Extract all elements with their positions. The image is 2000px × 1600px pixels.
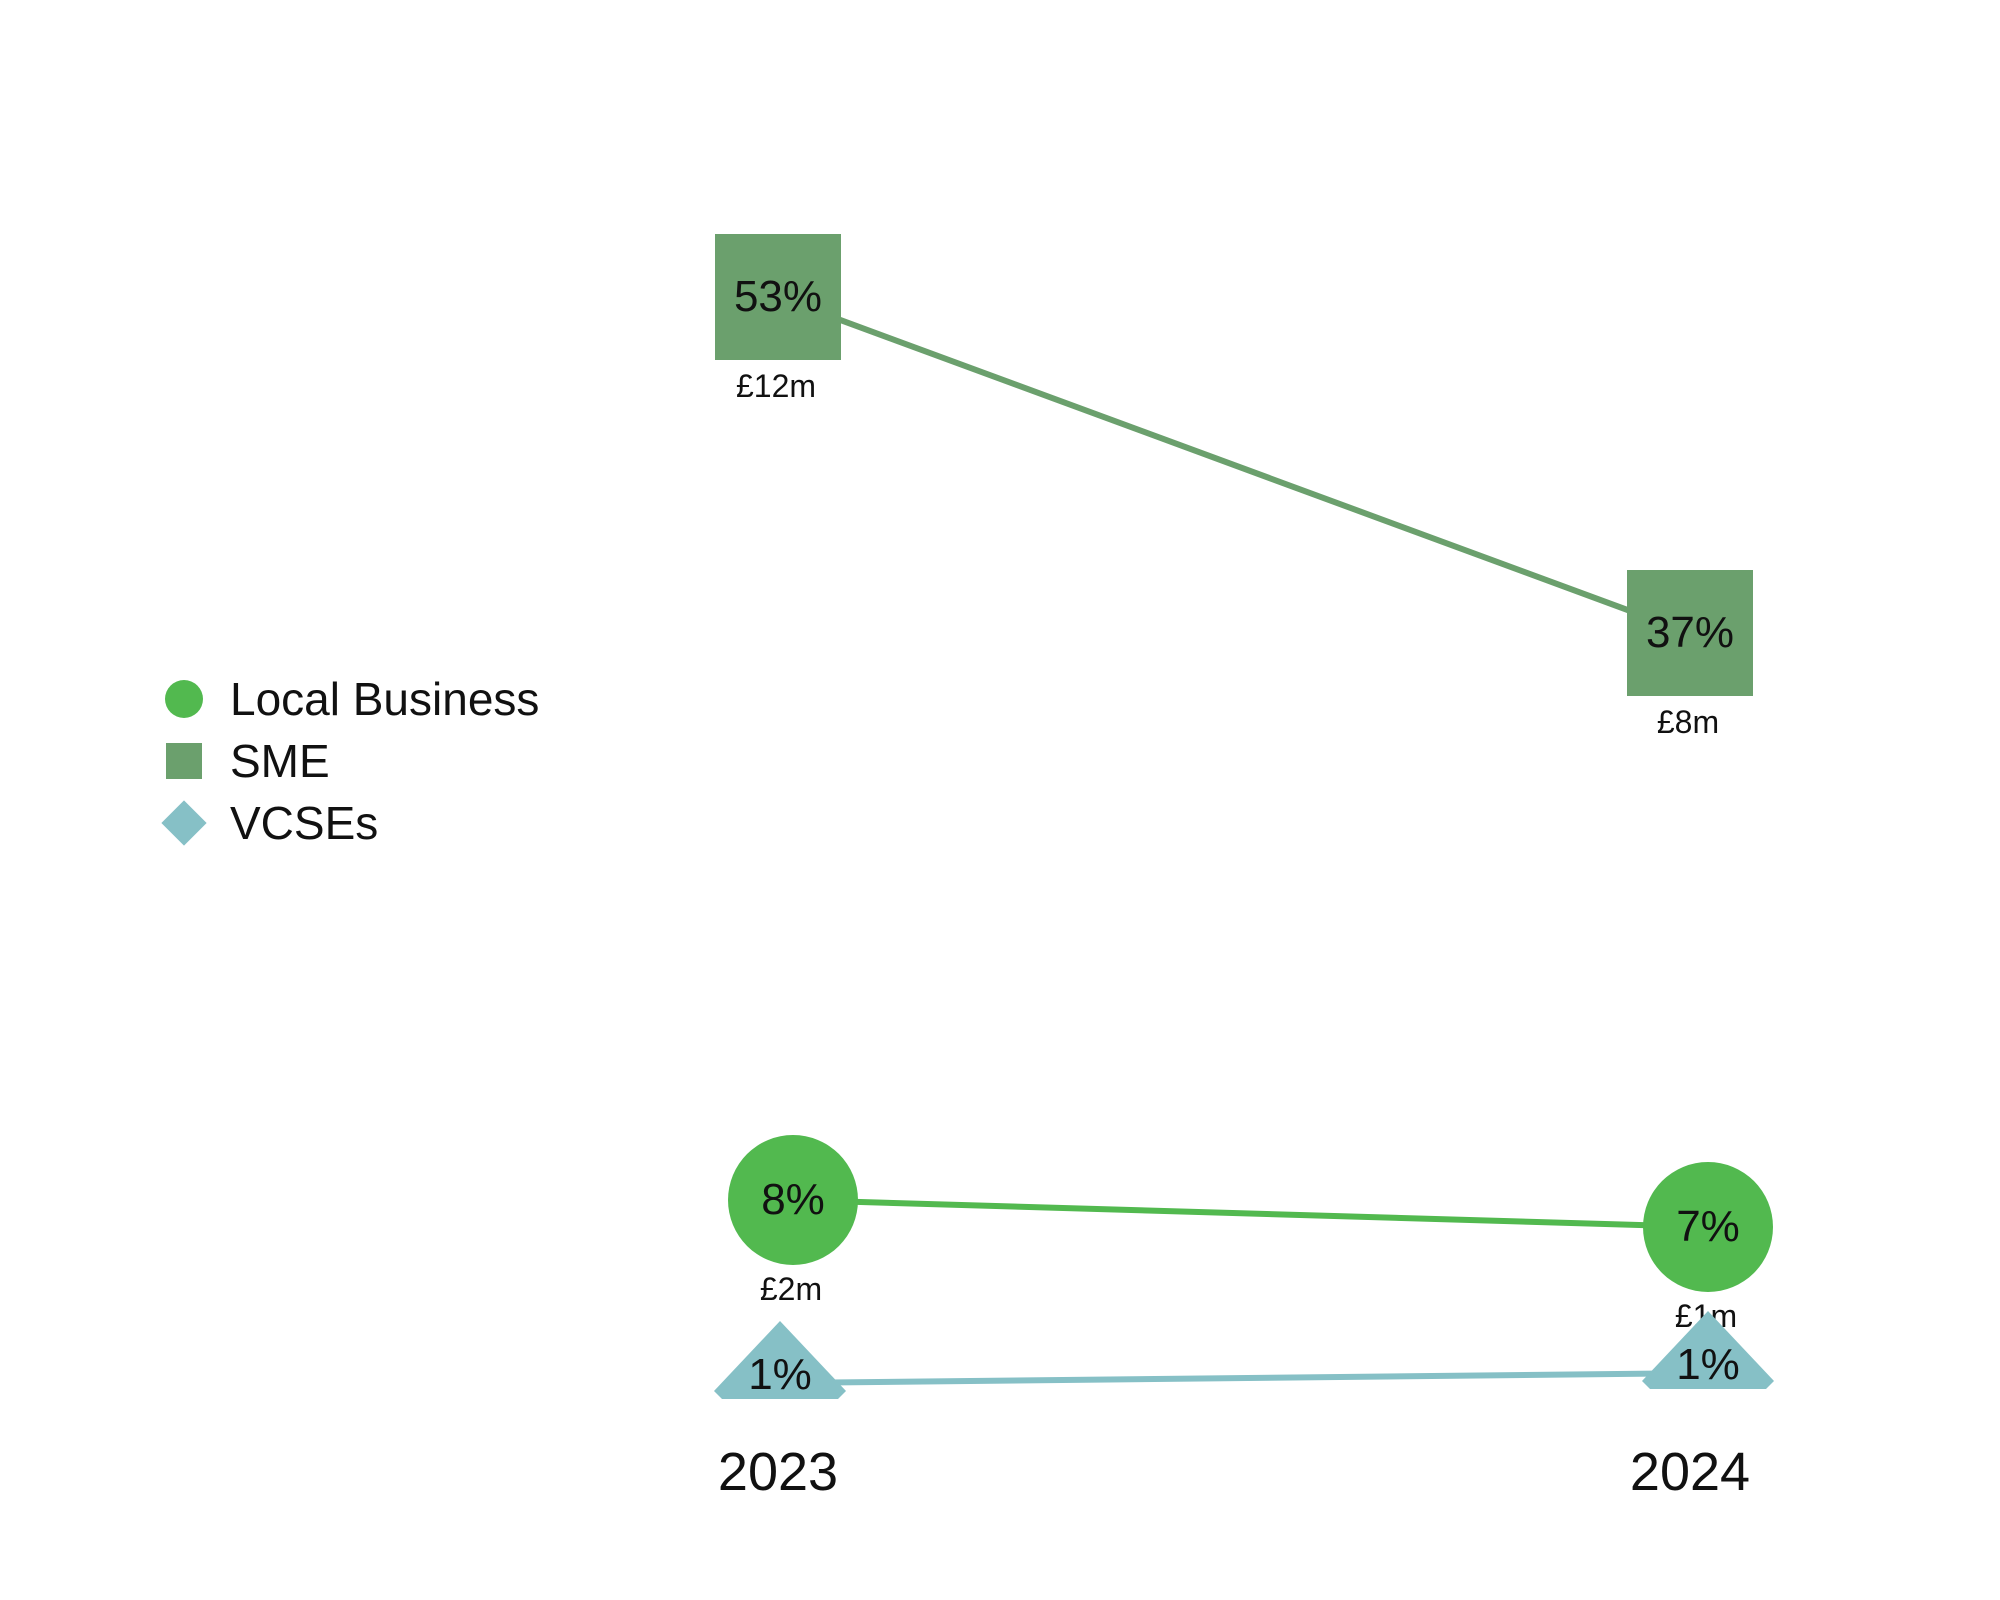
marker-circle xyxy=(728,1135,858,1265)
series-lines xyxy=(776,294,1709,1386)
legend-item-local-business: Local Business xyxy=(160,668,539,730)
legend-label: Local Business xyxy=(230,673,540,725)
data-point-sme: 53% £12m xyxy=(715,234,841,404)
marker-square xyxy=(715,234,841,360)
legend-item-vcses: VCSEs xyxy=(160,792,539,854)
series-markers: 8% £2m 7%£1m 53% £12m 37% £8m 1% 1% xyxy=(714,234,1774,1399)
data-label: 8% xyxy=(761,1175,825,1224)
legend-square-icon xyxy=(160,737,208,785)
series-line-local-business xyxy=(792,1197,1709,1230)
amount-label: £8m xyxy=(1657,704,1719,740)
legend-item-sme: SME xyxy=(160,730,539,792)
data-label: 1% xyxy=(748,1350,812,1399)
amount-label: £2m xyxy=(760,1271,822,1307)
legend-label: SME xyxy=(230,735,330,787)
marker-diamond xyxy=(714,1321,846,1399)
data-point-vcses: 1% xyxy=(1642,1311,1774,1389)
marker-circle xyxy=(1643,1162,1773,1292)
data-point-sme: 37% £8m xyxy=(1627,570,1753,740)
series-line-sme xyxy=(776,294,1692,636)
data-point-local-business: 7%£1m xyxy=(1643,1162,1773,1334)
series-line-vcses xyxy=(779,1370,1709,1386)
data-label: 53% xyxy=(734,272,822,321)
marker-square xyxy=(1627,570,1753,696)
data-label: 1% xyxy=(1676,1340,1740,1389)
data-label: 7% xyxy=(1676,1202,1740,1251)
legend-label: VCSEs xyxy=(230,797,379,849)
x-tick-label: 2023 xyxy=(718,1442,838,1502)
data-point-local-business: 8% £2m xyxy=(728,1135,858,1307)
amount-label: £12m xyxy=(736,368,816,404)
x-tick-label: 2024 xyxy=(1630,1442,1750,1502)
legend-diamond-icon xyxy=(160,799,208,847)
data-point-vcses: 1% xyxy=(714,1321,846,1399)
data-label: 37% xyxy=(1646,608,1734,657)
x-axis: 2023 2024 xyxy=(718,1442,1750,1502)
legend-circle-icon xyxy=(160,675,208,723)
legend: Local Business SME VCSEs xyxy=(160,668,539,854)
marker-diamond xyxy=(1642,1311,1774,1389)
